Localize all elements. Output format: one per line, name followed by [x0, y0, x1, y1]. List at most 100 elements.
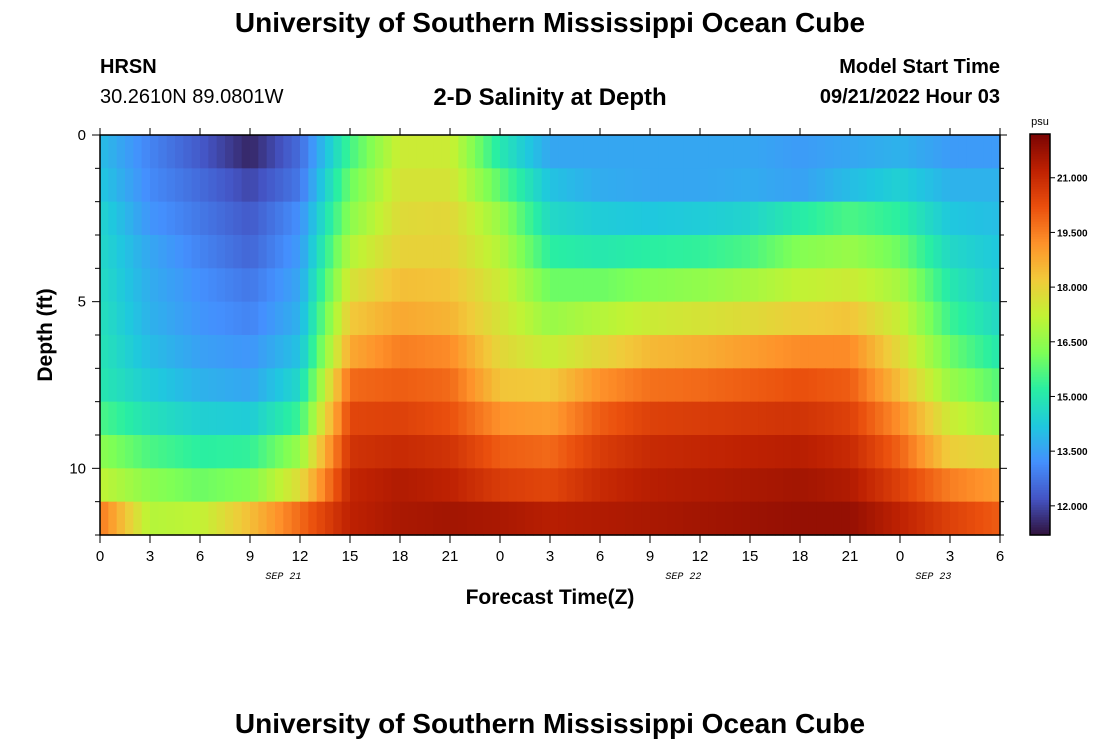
- heatmap-cell: [333, 435, 343, 469]
- heatmap-cell: [375, 201, 384, 236]
- heatmap-cell: [433, 201, 443, 236]
- heatmap-cell: [108, 401, 118, 436]
- heatmap-cell: [975, 401, 984, 436]
- heatmap-cell: [566, 268, 576, 303]
- heatmap-cell: [200, 468, 209, 503]
- colorbar-segment: [1030, 484, 1050, 488]
- heatmap-cell: [641, 368, 651, 403]
- colorbar-segment: [1030, 279, 1050, 283]
- heatmap-cell: [400, 435, 409, 469]
- heatmap-cell: [858, 468, 868, 503]
- heatmap-cell: [616, 235, 626, 269]
- heatmap-cell: [733, 268, 743, 303]
- heatmap-cell: [558, 301, 568, 336]
- heatmap-cell: [866, 435, 876, 469]
- heatmap-cell: [183, 468, 193, 503]
- heatmap-cell: [666, 235, 676, 269]
- heatmap-cell: [691, 335, 701, 369]
- colorbar-segment: [1030, 184, 1050, 188]
- heatmap-cell: [108, 135, 118, 169]
- heatmap-cell: [350, 468, 359, 503]
- heatmap-cell: [858, 368, 868, 403]
- heatmap-cell: [425, 468, 434, 503]
- heatmap-cell: [633, 201, 643, 236]
- heatmap-cell: [250, 268, 259, 303]
- heatmap-cell: [983, 168, 993, 203]
- heatmap-cell: [316, 168, 326, 203]
- colorbar-segment: [1030, 457, 1050, 461]
- colorbar-tick-label: 12.000: [1057, 502, 1088, 513]
- heatmap-cell: [591, 335, 601, 369]
- heatmap-cell: [658, 235, 668, 269]
- heatmap-cell: [291, 401, 301, 436]
- heatmap-cell: [558, 501, 568, 536]
- colorbar-segment: [1030, 216, 1050, 220]
- heatmap-cell: [783, 168, 793, 203]
- heatmap-cell: [216, 468, 226, 503]
- heatmap-cell: [516, 135, 526, 169]
- colorbar-segment: [1030, 154, 1050, 158]
- heatmap-cell: [616, 435, 626, 469]
- heatmap-cell: [641, 235, 651, 269]
- heatmap-cell: [591, 368, 601, 403]
- heatmap-cell: [991, 435, 1001, 469]
- heatmap-cell: [416, 435, 426, 469]
- colorbar-segment: [1030, 372, 1050, 376]
- heatmap-cell: [633, 135, 643, 169]
- heatmap-cell: [850, 435, 859, 469]
- heatmap-cell: [825, 401, 834, 436]
- heatmap-cell: [458, 501, 468, 536]
- heatmap-cell: [125, 401, 134, 436]
- heatmap-cell: [950, 468, 959, 503]
- heatmap-cell: [333, 335, 343, 369]
- heatmap-cell: [350, 235, 359, 269]
- heatmap-cell: [958, 168, 968, 203]
- heatmap-cell: [675, 201, 684, 236]
- heatmap-cell: [408, 335, 418, 369]
- heatmap-cell: [566, 301, 576, 336]
- heatmap-cell: [350, 435, 359, 469]
- heatmap-cell: [858, 301, 868, 336]
- heatmap-cell: [625, 468, 634, 503]
- heatmap-cell: [941, 468, 951, 503]
- heatmap-cell: [541, 135, 551, 169]
- colorbar-segment: [1030, 271, 1050, 275]
- heatmap-cell: [841, 435, 851, 469]
- colorbar-segment: [1030, 432, 1050, 436]
- heatmap-cell: [825, 335, 834, 369]
- colorbar-segment: [1030, 529, 1050, 534]
- heatmap-cell: [575, 468, 584, 503]
- heatmap-cell: [275, 168, 284, 203]
- heatmap-cell: [316, 335, 326, 369]
- heatmap-cell: [608, 135, 618, 169]
- heatmap-cell: [600, 268, 609, 303]
- heatmap-cell: [683, 135, 693, 169]
- heatmap-cell: [308, 135, 318, 169]
- heatmap-cell: [466, 368, 476, 403]
- heatmap-cell: [250, 135, 259, 169]
- heatmap-cell: [633, 301, 643, 336]
- heatmap-cell: [341, 501, 351, 536]
- heatmap-cell: [200, 201, 209, 236]
- heatmap-cell: [375, 301, 384, 336]
- heatmap-cell: [716, 201, 726, 236]
- heatmap-cell: [725, 401, 734, 436]
- heatmap-cell: [400, 301, 409, 336]
- heatmap-cell: [133, 301, 143, 336]
- heatmap-cell: [941, 368, 951, 403]
- heatmap-cell: [650, 335, 659, 369]
- heatmap-cell: [266, 468, 276, 503]
- heatmap-cell: [575, 435, 584, 469]
- heatmap-cell: [575, 368, 584, 403]
- heatmap-cell: [225, 201, 234, 236]
- heatmap-cell: [566, 468, 576, 503]
- heatmap-cell: [658, 168, 668, 203]
- colorbar-segment: [1030, 424, 1050, 428]
- heatmap-cell: [241, 468, 251, 503]
- x-tick-label: 6: [596, 548, 604, 565]
- heatmap-cell: [966, 301, 976, 336]
- heatmap-cell: [691, 135, 701, 169]
- colorbar-segment: [1030, 412, 1050, 416]
- heatmap-cell: [991, 135, 1001, 169]
- heatmap-cell: [458, 468, 468, 503]
